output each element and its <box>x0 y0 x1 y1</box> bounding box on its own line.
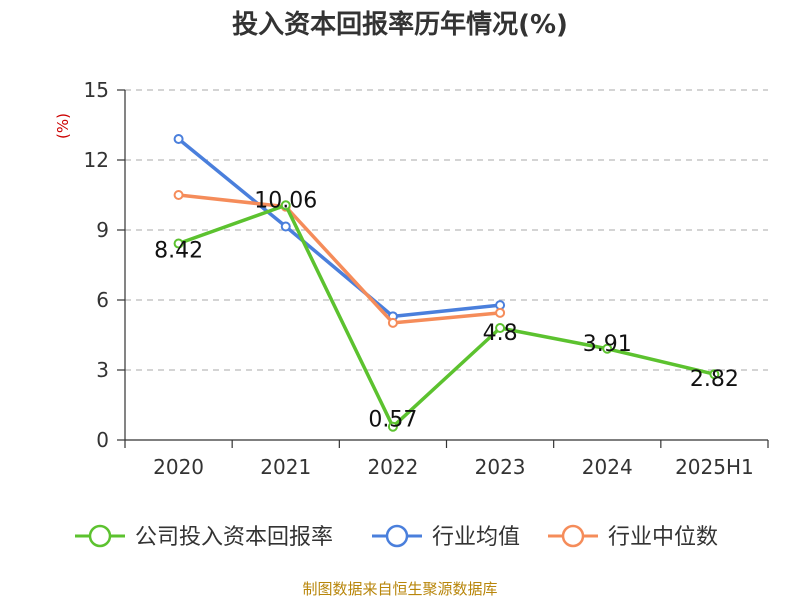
data-labels: 8.42 10.06 0.57 4.8 3.91 2.82 <box>154 188 739 432</box>
data-point <box>173 190 184 200</box>
data-label: 8.42 <box>154 239 203 264</box>
data-point <box>602 343 613 354</box>
source-note: 制图数据来自恒生聚源数据库 <box>302 580 498 598</box>
series-group <box>173 134 720 432</box>
data-label: 2.82 <box>690 367 739 392</box>
y-tick-label: 15 <box>84 78 109 102</box>
legend-label: 公司投入资本回报率 <box>135 525 333 550</box>
y-tick-label: 0 <box>96 428 109 452</box>
x-tick-label: 2025H1 <box>675 455 754 479</box>
y-tick-label: 12 <box>84 148 109 172</box>
data-point <box>709 369 720 380</box>
x-tick-label: 2022 <box>367 455 418 479</box>
y-tick-label: 3 <box>96 358 109 382</box>
legend-marker <box>561 524 585 548</box>
data-point <box>495 307 506 318</box>
series-line-1 <box>177 137 501 319</box>
series-line-2 <box>178 193 501 325</box>
data-point <box>280 200 291 211</box>
data-point <box>387 317 398 328</box>
chart-title: 投入资本回报率历年情况(%) <box>232 10 568 40</box>
data-label: 10.06 <box>254 188 317 213</box>
legend-marker <box>385 524 409 548</box>
legend-label: 行业均值 <box>432 525 520 550</box>
data-point <box>280 221 291 232</box>
y-axis-unit-label: (%) <box>54 113 72 139</box>
axes: 0 3 6 9 12 15 2020 2021 2022 2023 2024 2025H1 <box>84 78 769 479</box>
x-tick-label: 2024 <box>582 455 633 479</box>
legend-item-0[interactable]: 公司投入资本回报率 <box>75 524 333 550</box>
data-point <box>173 134 184 144</box>
series-line-0 <box>177 203 715 429</box>
legend-marker <box>88 524 112 548</box>
legend-item-2[interactable]: 行业中位数 <box>548 524 718 550</box>
data-label: 3.91 <box>583 332 632 357</box>
x-tick-label: 2020 <box>153 455 204 479</box>
x-tick-label: 2023 <box>475 455 526 479</box>
y-tick-label: 9 <box>96 218 109 242</box>
data-label: 4.8 <box>483 321 518 346</box>
y-tick-label: 6 <box>96 288 109 312</box>
x-tick-label: 2021 <box>260 455 311 479</box>
legend-item-1[interactable]: 行业均值 <box>372 524 520 550</box>
data-label: 0.57 <box>368 408 417 433</box>
legend[interactable]: 公司投入资本回报率 行业均值 行业中位数 <box>75 524 718 550</box>
data-point <box>387 421 398 432</box>
legend-label: 行业中位数 <box>608 525 718 550</box>
data-point <box>495 323 506 333</box>
grid-lines <box>125 89 768 371</box>
data-point <box>173 238 184 249</box>
